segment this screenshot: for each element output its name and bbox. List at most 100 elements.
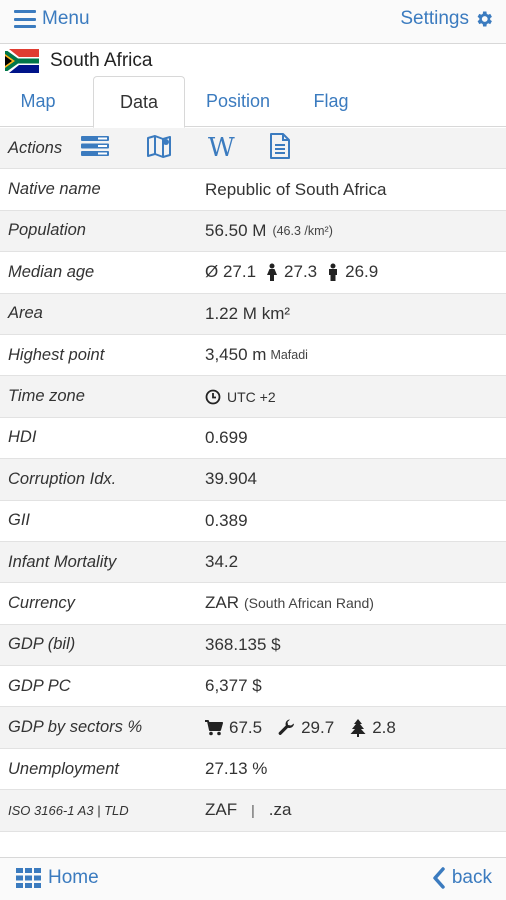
gdp-pc-value: 6,377 $: [205, 676, 262, 696]
time-zone-value: UTC +2: [227, 388, 276, 405]
gdp-services-value: 67.5: [229, 717, 263, 737]
gdp-label: GDP (bil): [8, 635, 76, 654]
home-button[interactable]: Home: [16, 867, 99, 889]
hamburger-icon: [14, 10, 36, 28]
population-density: (46.3 /km²): [272, 223, 333, 238]
menu-button[interactable]: Menu: [14, 8, 90, 30]
highest-point-cell: 3,450 m Mafadi: [197, 345, 506, 365]
row-highest-point: Highest point 3,450 m Mafadi: [0, 334, 506, 377]
iso-code: ZAF: [205, 800, 238, 820]
map-icon[interactable]: [146, 133, 172, 164]
tab-data[interactable]: Data: [93, 76, 185, 128]
chevron-left-icon: [433, 867, 445, 889]
gii-value: 0.389: [205, 510, 248, 530]
median-age-male: 26.9: [345, 262, 379, 282]
median-age-avg: Ø 27.1: [205, 262, 257, 282]
area-label: Area: [8, 304, 43, 323]
row-native-name: Native name Republic of South Africa: [0, 169, 506, 211]
native-name-value: Republic of South Africa: [205, 179, 387, 199]
population-label: Population: [8, 221, 86, 240]
unemployment-value: 27.13 %: [205, 759, 268, 779]
data-table: Actions W: [0, 128, 506, 832]
top-bar: Menu Settings: [0, 0, 506, 44]
list-icon[interactable]: [80, 133, 110, 164]
shopping-cart-icon: [205, 719, 223, 735]
row-corruption: Corruption Idx. 39.904: [0, 459, 506, 501]
gii-label: GII: [8, 511, 31, 530]
actions-bar: W: [80, 132, 291, 164]
corruption-label: Corruption Idx.: [8, 469, 117, 488]
time-zone-cell: UTC +2: [197, 389, 506, 405]
highest-point-value: 3,450 m: [205, 345, 267, 365]
south-africa-flag-icon: [5, 49, 39, 73]
country-header: South Africa: [0, 46, 506, 76]
tree-icon: [350, 718, 366, 737]
wrench-icon: [278, 719, 295, 736]
median-age-cell: Ø 27.1 27.3 26.9: [197, 262, 506, 282]
gdp-pc-label: GDP PC: [8, 676, 71, 695]
highest-point-name: Mafadi: [270, 348, 308, 363]
actions-row: Actions W: [0, 128, 506, 170]
iso-label: ISO 3166-1 A3 | TLD: [8, 802, 129, 818]
gdp-sectors-label: GDP by sectors %: [8, 718, 143, 737]
gdp-sectors-cell: 67.5 29.7 2.8: [197, 718, 506, 738]
gdp-industry-value: 29.7: [301, 717, 335, 737]
home-label: Home: [48, 867, 99, 888]
iso-separator: |: [251, 802, 255, 819]
document-icon[interactable]: [269, 132, 291, 164]
infant-mortality-label: Infant Mortality: [8, 552, 117, 571]
hdi-value: 0.699: [205, 427, 248, 447]
row-gii: GII 0.389: [0, 500, 506, 542]
unemployment-label: Unemployment: [8, 759, 119, 778]
settings-button[interactable]: Settings: [400, 8, 494, 30]
wikipedia-icon[interactable]: W: [208, 133, 235, 164]
currency-label: Currency: [8, 593, 75, 612]
time-zone-label: Time zone: [8, 387, 85, 406]
median-age-female: 27.3: [284, 262, 318, 282]
clock-icon: [205, 389, 221, 404]
gdp-value: 368.135 $: [205, 634, 281, 654]
row-currency: Currency ZAR (South African Rand): [0, 583, 506, 625]
row-area: Area 1.22 M km²: [0, 293, 506, 335]
highest-point-label: Highest point: [8, 345, 105, 364]
iso-cell: ZAF | .za: [197, 800, 506, 820]
tab-bar: Map Data Position Flag: [0, 76, 506, 128]
tab-position[interactable]: Position: [205, 91, 271, 111]
back-label: back: [451, 867, 492, 888]
row-iso: ISO 3166-1 A3 | TLD ZAF | .za: [0, 790, 506, 832]
male-icon: [329, 263, 338, 282]
menu-label: Menu: [42, 8, 90, 29]
native-name-label: Native name: [8, 180, 101, 199]
gdp-agriculture-value: 2.8: [372, 717, 396, 737]
population-cell: 56.50 M (46.3 /km²): [197, 221, 506, 241]
back-button[interactable]: back: [432, 867, 492, 889]
currency-code: ZAR: [205, 593, 239, 613]
row-infant-mortality: Infant Mortality 34.2: [0, 541, 506, 584]
row-hdi: HDI 0.699: [0, 417, 506, 460]
gear-icon: [477, 11, 492, 27]
bottom-bar: Home back: [0, 857, 506, 900]
tab-flag[interactable]: Flag: [313, 91, 349, 111]
actions-label: Actions: [8, 138, 63, 157]
grid-icon: [16, 868, 41, 888]
row-population: Population 56.50 M (46.3 /km²): [0, 210, 506, 253]
row-gdp: GDP (bil) 368.135 $: [0, 624, 506, 667]
median-age-label: Median age: [8, 262, 95, 281]
row-gdp-sectors: GDP by sectors % 67.5 29.7 2.8: [0, 707, 506, 749]
population-value: 56.50 M: [205, 220, 267, 240]
currency-cell: ZAR (South African Rand): [197, 593, 506, 613]
tab-map[interactable]: Map: [20, 91, 56, 111]
female-icon: [267, 263, 278, 282]
hdi-label: HDI: [8, 428, 37, 447]
currency-name: (South African Rand): [244, 595, 374, 612]
country-name: South Africa: [50, 50, 153, 71]
row-time-zone: Time zone UTC +2: [0, 376, 506, 418]
corruption-value: 39.904: [205, 469, 257, 489]
iso-tld: .za: [268, 800, 292, 820]
settings-label: Settings: [400, 8, 469, 29]
area-value: 1.22 M km²: [205, 303, 291, 323]
infant-mortality-value: 34.2: [205, 552, 239, 572]
row-gdp-pc: GDP PC 6,377 $: [0, 666, 506, 708]
row-unemployment: Unemployment 27.13 %: [0, 748, 506, 791]
row-median-age: Median age Ø 27.1 27.3 26.9: [0, 252, 506, 294]
